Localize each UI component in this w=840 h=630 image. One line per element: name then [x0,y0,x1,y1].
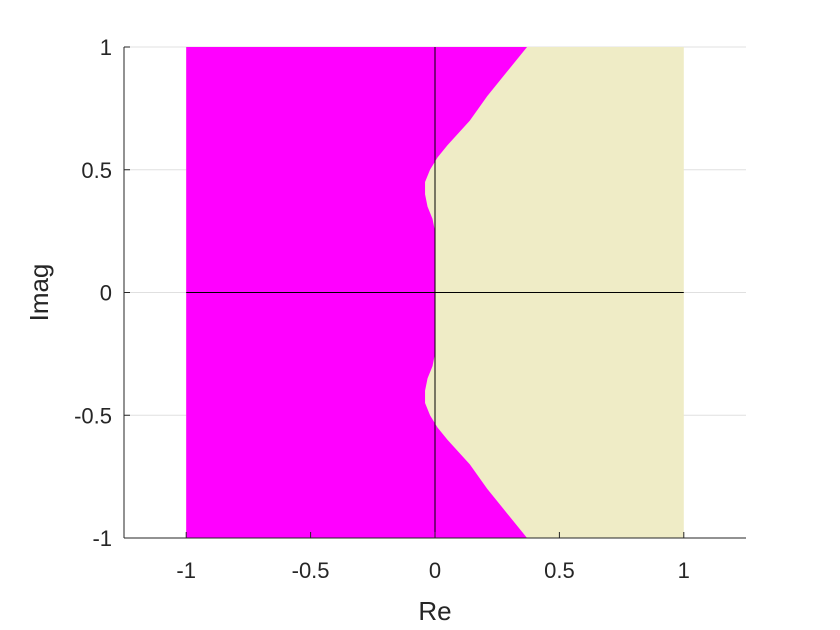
x-tick-label: -1 [176,558,196,583]
x-axis-title: Re [418,596,451,626]
x-tick-label: 1 [678,558,690,583]
y-tick-label: -1 [92,526,112,551]
x-tick-label: 0.5 [544,558,575,583]
y-tick-label: -0.5 [74,403,112,428]
y-tick-label: 1 [100,35,112,60]
y-axis-title: Imag [24,264,54,322]
y-tick-label: 0.5 [81,158,112,183]
x-tick-label: 0 [429,558,441,583]
x-tick-label: -0.5 [292,558,330,583]
y-tick-label: 0 [100,281,112,306]
